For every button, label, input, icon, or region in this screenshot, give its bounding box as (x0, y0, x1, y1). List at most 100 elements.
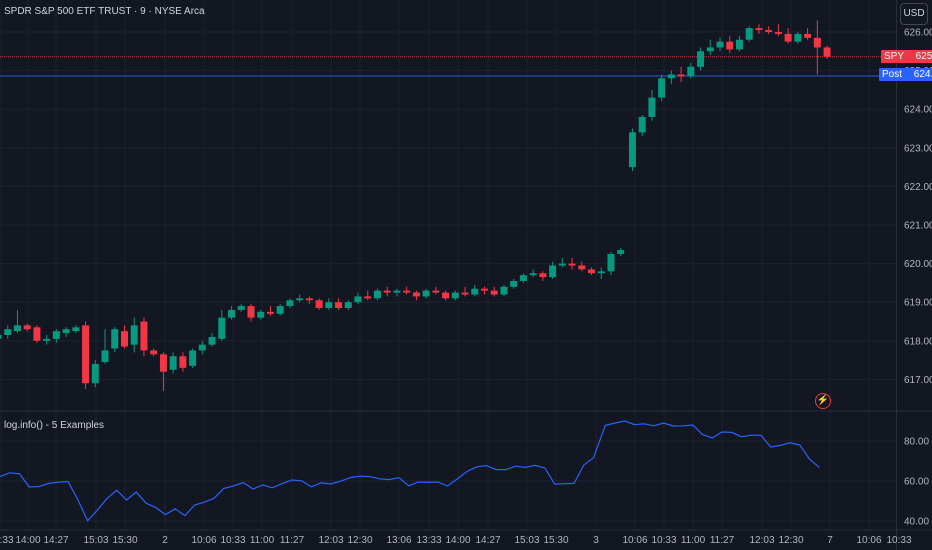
candle-body (315, 300, 323, 308)
candle (257, 309, 265, 320)
lightning-icon[interactable]: ⚡ (815, 393, 831, 409)
candle-body (568, 263, 576, 266)
candle (471, 284, 479, 297)
candle (130, 317, 138, 353)
candle-body (658, 78, 666, 98)
candle-body (23, 325, 31, 330)
candle-body (745, 28, 753, 40)
candle-body (82, 325, 90, 384)
candle-body (120, 331, 128, 347)
candle (393, 288, 401, 297)
candle (716, 37, 724, 52)
currency-button[interactable]: USD (900, 3, 928, 25)
candle-body (510, 280, 518, 287)
candle-body (0, 335, 2, 339)
candle-body (91, 363, 99, 384)
candle-body (558, 263, 566, 266)
candle-body (4, 329, 12, 336)
candle-body (804, 33, 812, 38)
y-tick-label: 626.00 (904, 28, 932, 39)
candle-body (276, 306, 284, 314)
candle-body (823, 47, 831, 57)
candle (481, 286, 488, 295)
candle (72, 325, 80, 334)
x-tick-label: 7 (827, 535, 833, 546)
candle-body (13, 325, 21, 332)
candle-body (52, 331, 60, 339)
candle-body (481, 288, 488, 291)
candle (344, 300, 352, 310)
candle-body (335, 302, 343, 308)
x-tick-label: 14:00 (15, 535, 40, 546)
candle (62, 327, 70, 337)
candle (150, 348, 158, 357)
candle (23, 323, 31, 332)
candle-body (549, 265, 557, 278)
candle-body (697, 51, 705, 67)
candle-body (266, 311, 274, 314)
candlestick-series (0, 20, 831, 391)
candle (0, 335, 2, 339)
candle (568, 257, 576, 270)
candle (607, 252, 615, 276)
candle-body (667, 74, 675, 79)
candle-body (150, 350, 158, 355)
candle-body (490, 290, 498, 295)
candle (33, 325, 41, 343)
candle (539, 271, 547, 281)
x-tick-label: 11:27 (280, 535, 305, 546)
axes: 13:3314:0014:2715:0315:30210:0610:3311:0… (0, 28, 932, 547)
x-tick-label: 2 (162, 535, 168, 546)
candle-body (247, 306, 255, 318)
candle (218, 309, 226, 341)
candle (667, 70, 675, 85)
candle-body (237, 306, 245, 310)
x-tick-label: 10:33 (886, 535, 911, 546)
candle-body (628, 132, 636, 168)
candle (140, 317, 148, 357)
candle (422, 288, 430, 299)
candle-body (403, 290, 411, 293)
candle-body (451, 292, 459, 299)
candle (588, 267, 596, 276)
candle (735, 35, 743, 52)
candle-body (813, 37, 821, 48)
candle-body (62, 329, 70, 334)
candle (43, 335, 51, 345)
candle (765, 26, 773, 34)
x-tick-label: 11:00 (250, 535, 275, 546)
candle (813, 20, 821, 75)
x-tick-label: 14:00 (445, 535, 470, 546)
x-tick-label: 15:30 (112, 535, 137, 546)
candle (617, 248, 625, 256)
candle (755, 24, 763, 34)
candle-body (169, 356, 177, 370)
x-tick-label: 15:30 (543, 535, 568, 546)
candle-body (607, 253, 615, 272)
candle-body (461, 292, 469, 295)
x-tick-label: 15:03 (83, 535, 108, 546)
candle-body (726, 41, 734, 50)
candle (403, 286, 411, 295)
candle (335, 298, 343, 310)
candle (549, 261, 557, 280)
y-tick-label: 618.00 (904, 336, 932, 347)
candle (432, 286, 440, 295)
candle-body (529, 273, 537, 276)
x-tick-label: 14:27 (475, 535, 500, 546)
x-tick-label: 15:03 (514, 535, 539, 546)
candle (745, 26, 753, 42)
candle-body (578, 265, 586, 270)
x-tick-label: 10:06 (622, 535, 647, 546)
candle (784, 28, 792, 44)
candle-body (305, 298, 313, 301)
candle-body (519, 275, 527, 281)
candle (305, 296, 313, 305)
candle (101, 329, 109, 364)
candle-body (393, 290, 401, 293)
candle (247, 304, 255, 322)
y-tick-label: 619.00 (904, 298, 932, 309)
candle-body (471, 288, 479, 295)
candle-body (422, 290, 430, 297)
